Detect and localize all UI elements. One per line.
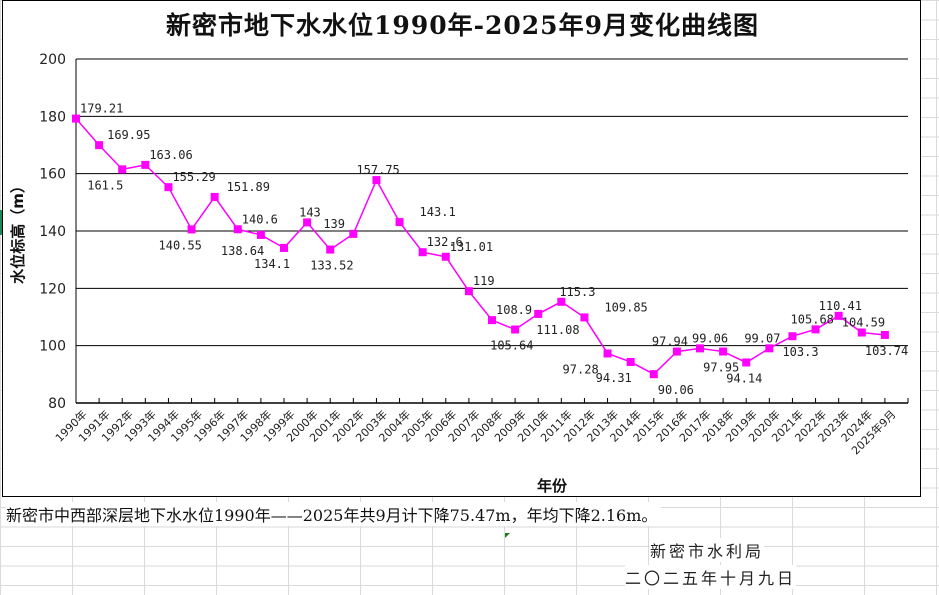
data-point xyxy=(418,248,427,257)
data-label: 169.95 xyxy=(107,128,150,142)
data-label: 108.9 xyxy=(496,303,532,317)
data-point xyxy=(788,332,797,341)
data-label: 99.06 xyxy=(692,331,728,345)
y-tick-label: 180 xyxy=(39,109,66,125)
y-tick-label: 120 xyxy=(39,281,66,297)
y-tick-label: 160 xyxy=(39,167,66,183)
data-point xyxy=(326,245,335,254)
data-label: 131.01 xyxy=(450,240,493,254)
cell-comment-marker xyxy=(505,533,510,538)
y-tick-label: 80 xyxy=(48,396,66,412)
data-label: 119 xyxy=(473,274,495,288)
y-axis-title: 水位标高（m） xyxy=(9,178,27,284)
signature-date[interactable]: 二〇二五年十月九日 xyxy=(625,565,797,589)
data-label: 133.52 xyxy=(310,259,353,273)
data-point xyxy=(696,344,704,353)
data-point xyxy=(280,243,288,252)
data-point xyxy=(488,316,496,325)
data-point xyxy=(372,176,381,185)
data-label: 105.64 xyxy=(490,338,533,352)
data-label: 90.06 xyxy=(658,383,694,397)
data-label: 97.28 xyxy=(563,362,599,376)
data-point xyxy=(742,358,751,367)
data-label: 105.68 xyxy=(791,312,834,326)
data-point xyxy=(811,325,820,334)
data-point xyxy=(534,309,543,318)
data-point xyxy=(857,328,866,337)
data-label: 111.08 xyxy=(536,323,579,337)
data-label: 143 xyxy=(299,205,321,219)
data-label: 163.06 xyxy=(149,148,192,162)
data-point xyxy=(649,370,658,379)
data-label: 109.85 xyxy=(604,300,647,314)
data-point xyxy=(765,344,774,353)
data-label: 161.5 xyxy=(87,178,123,192)
data-point xyxy=(441,252,450,261)
y-tick-label: 140 xyxy=(39,224,66,240)
data-label: 179.21 xyxy=(80,102,123,116)
data-point xyxy=(626,357,635,366)
data-point xyxy=(395,218,404,227)
data-label: 134.1 xyxy=(254,257,290,271)
data-label: 140.6 xyxy=(242,212,278,226)
y-tick-label: 100 xyxy=(39,339,66,355)
data-point xyxy=(95,141,104,150)
data-point xyxy=(187,225,196,234)
data-label: 97.95 xyxy=(703,361,739,375)
data-label: 140.55 xyxy=(159,238,202,252)
data-label: 94.14 xyxy=(726,371,762,385)
data-label: 115.3 xyxy=(559,285,595,299)
data-point xyxy=(164,183,173,192)
data-label: 157.75 xyxy=(356,163,399,177)
data-point xyxy=(672,347,681,356)
chart-area[interactable]: 新密市地下水水位1990年-2025年9月变化曲线图 80 100 120 140 16… xyxy=(2,0,921,497)
data-point xyxy=(256,230,265,239)
chart-title: 新密市地下水水位1990年-2025年9月变化曲线图 xyxy=(166,11,759,40)
summary-note[interactable]: 新密市中西部深层地下水水位1990年——2025年共9月计下降75.47m，年均… xyxy=(6,502,662,526)
data-point xyxy=(603,349,612,358)
data-point xyxy=(233,225,242,234)
data-point xyxy=(141,160,150,169)
x-axis-title: 年份 xyxy=(537,477,568,495)
data-label: 103.3 xyxy=(782,345,818,359)
data-label: 103.74 xyxy=(865,344,908,358)
row-selection-marker xyxy=(0,210,3,235)
data-point xyxy=(118,165,127,174)
data-point xyxy=(834,311,843,320)
data-point xyxy=(72,114,80,123)
data-point xyxy=(719,347,728,356)
data-label: 99.07 xyxy=(744,331,780,345)
data-label: 110.41 xyxy=(819,299,862,313)
data-label: 143.1 xyxy=(420,205,456,219)
data-point xyxy=(303,218,312,227)
line-chart: 801001201401601802001990年1991年1992年1993年… xyxy=(9,52,909,495)
data-point xyxy=(580,313,589,322)
data-label: 155.29 xyxy=(172,170,215,184)
data-point xyxy=(511,325,520,334)
data-point xyxy=(210,192,219,201)
y-tick-label: 200 xyxy=(39,52,66,68)
data-point xyxy=(349,229,358,238)
data-label: 151.89 xyxy=(227,180,270,194)
data-label: 132.6 xyxy=(427,235,463,249)
data-label: 94.31 xyxy=(596,371,632,385)
data-point xyxy=(880,330,889,339)
signature-organization[interactable]: 新密市水利局 xyxy=(650,538,765,562)
data-label: 138.64 xyxy=(221,244,264,258)
data-label: 104.59 xyxy=(842,316,885,330)
data-label: 139 xyxy=(323,217,345,231)
data-point xyxy=(464,287,473,296)
data-point xyxy=(557,297,566,306)
data-label: 97.94 xyxy=(652,335,688,349)
